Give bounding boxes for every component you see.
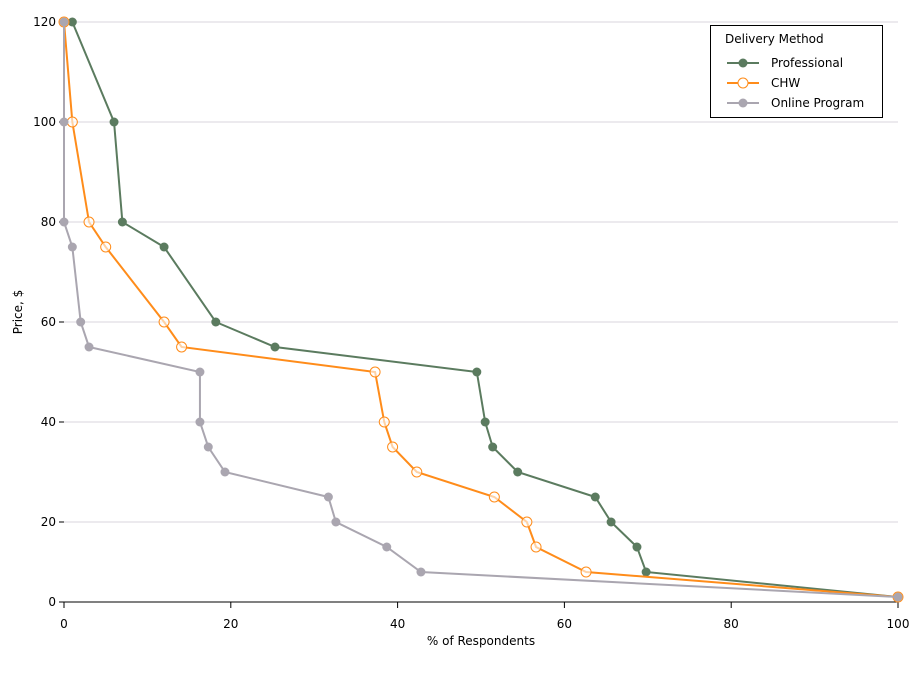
series-professional [67,17,903,602]
legend-label: Professional [771,56,844,70]
data-point [84,342,94,352]
data-point [59,217,69,227]
data-point [76,317,86,327]
data-point [411,466,423,478]
data-point [893,592,903,602]
x-tick-label: 60 [557,617,572,631]
y-tick-label: 0 [48,595,56,609]
x-tick-label: 20 [223,617,238,631]
data-point [195,367,205,377]
data-point [521,516,533,528]
data-point [513,467,523,477]
data-point [632,542,642,552]
legend-item-online-program: Online Program [725,95,864,111]
data-point [195,417,205,427]
legend-marker-chw [727,77,759,89]
data-point [606,517,616,527]
x-tick-label: 100 [887,617,910,631]
data-point [270,342,280,352]
data-point [203,442,213,452]
data-point [480,417,490,427]
x-tick-label: 80 [724,617,739,631]
data-point [59,117,69,127]
y-tick-label: 120 [33,15,56,29]
y-tick-label: 80 [41,215,56,229]
data-point [369,366,381,378]
data-point [416,567,426,577]
data-point [323,492,333,502]
data-point [83,216,95,228]
data-point [176,341,188,353]
y-tick-label: 60 [41,315,56,329]
data-point [220,467,230,477]
data-point [580,566,592,578]
data-point [66,116,78,128]
legend-label: Online Program [771,96,865,110]
legend-marker-professional [727,58,759,68]
data-point [488,491,500,503]
data-point [378,416,390,428]
data-point [67,17,77,27]
data-point [331,517,341,527]
data-point [117,217,127,227]
y-tick-label: 20 [41,515,56,529]
data-point [67,242,77,252]
x-tick-label: 40 [390,617,405,631]
legend-title: Delivery Method [725,32,824,46]
data-point [59,17,69,27]
data-point [641,567,651,577]
x-tick-label: 0 [60,617,68,631]
data-point [590,492,600,502]
legend-label: CHW [771,76,801,90]
data-point [387,441,399,453]
data-point [211,317,221,327]
y-axis-label: Price, $ [11,290,25,335]
data-point [109,117,119,127]
legend: Delivery Method Professional CHW Online … [710,25,883,118]
y-tick-label: 100 [33,115,56,129]
x-axis-label: % of Respondents [427,634,535,648]
data-point [530,541,542,553]
data-point [100,241,112,253]
series-online-program [59,17,903,602]
legend-item-professional: Professional [725,55,843,71]
data-point [382,542,392,552]
data-point [488,442,498,452]
series-chw [58,16,904,603]
data-point [472,367,482,377]
data-point [158,316,170,328]
y-tick-label: 40 [41,415,56,429]
legend-marker-online-program [727,98,759,108]
data-point [159,242,169,252]
legend-item-chw: CHW [725,75,800,91]
